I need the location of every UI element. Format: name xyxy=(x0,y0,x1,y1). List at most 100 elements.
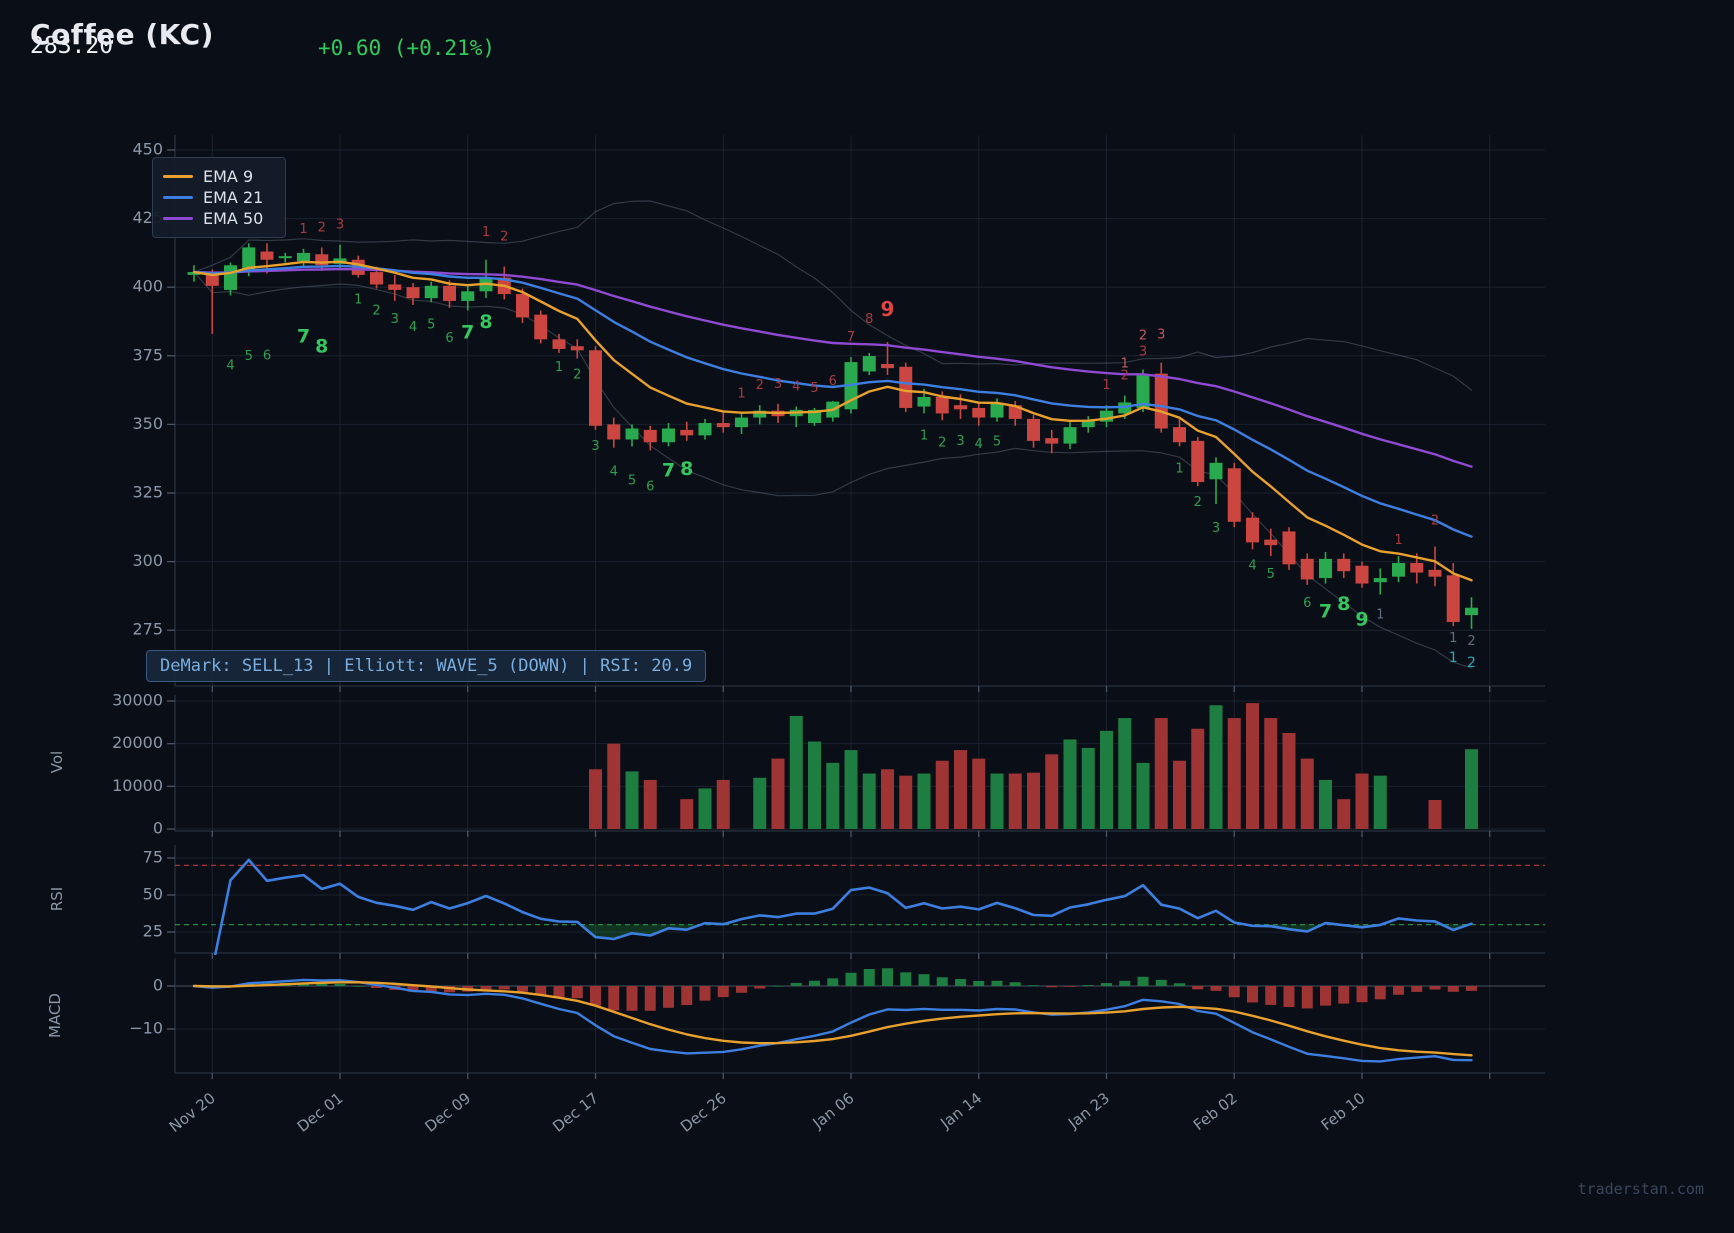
svg-text:5: 5 xyxy=(427,317,435,332)
svg-text:6: 6 xyxy=(829,374,837,389)
svg-text:8: 8 xyxy=(865,312,873,327)
svg-text:325: 325 xyxy=(132,483,163,502)
svg-text:5: 5 xyxy=(810,381,818,396)
svg-text:Jan 06: Jan 06 xyxy=(809,1089,858,1133)
last-price: 283.20 xyxy=(30,33,114,59)
svg-text:2: 2 xyxy=(318,220,326,235)
svg-text:4: 4 xyxy=(409,320,417,335)
svg-text:3: 3 xyxy=(336,218,344,233)
svg-text:7: 7 xyxy=(662,459,675,481)
svg-text:7: 7 xyxy=(847,330,855,345)
svg-text:300: 300 xyxy=(132,551,163,570)
svg-text:50: 50 xyxy=(143,885,163,904)
svg-text:1: 1 xyxy=(1102,378,1110,393)
svg-text:2: 2 xyxy=(938,435,946,450)
signal-info-box: DeMark: SELL_13 | Elliott: WAVE_5 (DOWN)… xyxy=(146,650,707,682)
svg-text:2: 2 xyxy=(1467,655,1476,671)
svg-text:4: 4 xyxy=(792,380,800,395)
svg-text:0: 0 xyxy=(153,819,163,838)
watermark: traderstan.com xyxy=(1577,1180,1704,1198)
svg-text:2: 2 xyxy=(1431,514,1439,529)
svg-text:1: 1 xyxy=(555,360,563,375)
svg-text:8: 8 xyxy=(680,458,693,480)
svg-text:30000: 30000 xyxy=(112,691,163,710)
svg-text:4: 4 xyxy=(610,465,618,480)
svg-text:3: 3 xyxy=(774,377,782,392)
svg-text:7: 7 xyxy=(1319,601,1332,623)
svg-text:2: 2 xyxy=(1467,634,1475,649)
svg-text:7: 7 xyxy=(297,326,310,348)
svg-text:20000: 20000 xyxy=(112,733,163,752)
legend-item-ema21[interactable]: EMA 21 xyxy=(163,187,275,208)
svg-text:2: 2 xyxy=(1194,495,1202,510)
ema-legend: EMA 9 EMA 21 EMA 50 xyxy=(152,157,286,238)
legend-label: EMA 9 xyxy=(203,167,254,186)
ema9-line-swatch xyxy=(163,175,193,178)
svg-text:400: 400 xyxy=(132,277,163,296)
svg-text:1: 1 xyxy=(737,386,745,401)
ema21-line-swatch xyxy=(163,196,193,199)
legend-label: EMA 50 xyxy=(203,209,264,228)
svg-text:Feb 10: Feb 10 xyxy=(1318,1089,1369,1134)
candlestick-series[interactable] xyxy=(187,243,1479,629)
svg-text:2: 2 xyxy=(372,304,380,319)
ema50-line-swatch xyxy=(163,217,193,220)
svg-text:6: 6 xyxy=(646,479,654,494)
instrument-title: Coffee (KC) xyxy=(30,18,214,51)
svg-text:3: 3 xyxy=(1157,328,1165,343)
svg-text:Feb 02: Feb 02 xyxy=(1190,1089,1241,1134)
legend-label: EMA 21 xyxy=(203,188,264,207)
svg-text:8: 8 xyxy=(315,336,328,358)
svg-text:Jan 14: Jan 14 xyxy=(936,1089,985,1133)
svg-text:5: 5 xyxy=(993,435,1001,450)
svg-text:Dec 17: Dec 17 xyxy=(549,1089,602,1136)
ema-lines xyxy=(192,260,1473,582)
svg-text:6: 6 xyxy=(445,331,453,346)
svg-text:6: 6 xyxy=(1303,596,1311,611)
svg-text:2: 2 xyxy=(1121,369,1129,384)
svg-text:25: 25 xyxy=(143,922,163,941)
svg-text:8: 8 xyxy=(1337,593,1350,615)
legend-item-ema50[interactable]: EMA 50 xyxy=(163,208,275,229)
svg-text:3: 3 xyxy=(591,439,599,454)
svg-text:Jan 23: Jan 23 xyxy=(1064,1089,1113,1133)
legend-item-ema9[interactable]: EMA 9 xyxy=(163,166,275,187)
svg-text:75: 75 xyxy=(143,848,163,867)
svg-text:1: 1 xyxy=(1394,533,1402,548)
svg-text:375: 375 xyxy=(132,345,163,364)
svg-text:1: 1 xyxy=(354,293,362,308)
svg-text:2: 2 xyxy=(500,230,508,245)
svg-text:2: 2 xyxy=(756,378,764,393)
volume-series[interactable] xyxy=(589,703,1478,829)
rsi-panel xyxy=(175,858,1545,955)
svg-text:7: 7 xyxy=(461,322,474,344)
svg-text:0: 0 xyxy=(153,976,163,995)
svg-text:1: 1 xyxy=(1376,608,1384,623)
svg-text:1: 1 xyxy=(299,222,307,237)
svg-text:4: 4 xyxy=(975,437,983,452)
svg-text:Dec 01: Dec 01 xyxy=(294,1089,347,1136)
svg-text:9: 9 xyxy=(1355,609,1368,631)
svg-text:Dec 09: Dec 09 xyxy=(421,1089,474,1136)
svg-text:6: 6 xyxy=(263,348,271,363)
svg-text:5: 5 xyxy=(245,349,253,364)
svg-text:8: 8 xyxy=(479,311,492,333)
svg-text:275: 275 xyxy=(132,620,163,639)
svg-text:4: 4 xyxy=(1248,558,1256,573)
price-change: +0.60 (+0.21%) xyxy=(318,36,496,60)
svg-text:1: 1 xyxy=(1121,357,1129,372)
svg-text:9: 9 xyxy=(881,297,895,321)
svg-text:Vol: Vol xyxy=(48,751,66,773)
svg-text:450: 450 xyxy=(132,140,163,159)
svg-text:1: 1 xyxy=(920,428,928,443)
svg-text:1: 1 xyxy=(1175,461,1183,476)
svg-text:4: 4 xyxy=(226,358,234,373)
svg-text:5: 5 xyxy=(1267,567,1275,582)
svg-text:MACD: MACD xyxy=(46,993,64,1038)
svg-text:1: 1 xyxy=(1449,631,1457,646)
svg-text:2: 2 xyxy=(573,368,581,383)
svg-text:Dec 26: Dec 26 xyxy=(677,1089,730,1136)
